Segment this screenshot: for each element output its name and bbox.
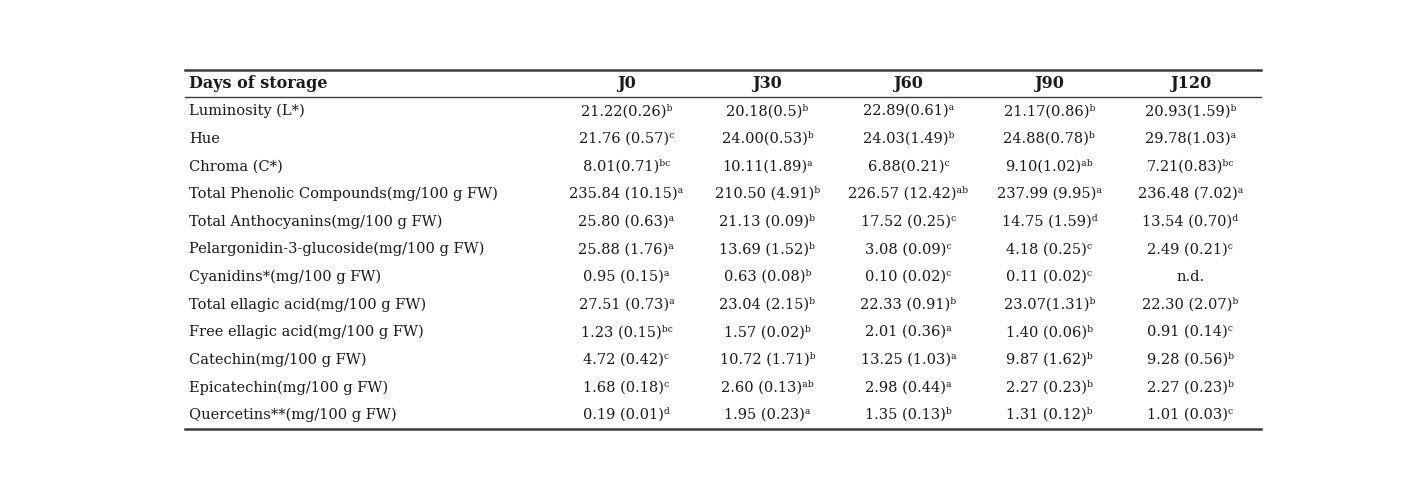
Text: J0: J0 — [618, 75, 636, 92]
Text: 22.30 (2.07)ᵇ: 22.30 (2.07)ᵇ — [1142, 297, 1238, 312]
Text: n.d.: n.d. — [1176, 270, 1204, 284]
Text: 235.84 (10.15)ᵃ: 235.84 (10.15)ᵃ — [570, 187, 684, 201]
Text: 21.13 (0.09)ᵇ: 21.13 (0.09)ᵇ — [719, 214, 816, 229]
Text: 13.69 (1.52)ᵇ: 13.69 (1.52)ᵇ — [719, 242, 815, 256]
Text: J30: J30 — [753, 75, 782, 92]
Text: Chroma (C*): Chroma (C*) — [189, 159, 283, 174]
Text: Total Phenolic Compounds(mg/100 g FW): Total Phenolic Compounds(mg/100 g FW) — [189, 187, 498, 201]
Text: Days of storage: Days of storage — [189, 75, 328, 92]
Text: 0.91 (0.14)ᶜ: 0.91 (0.14)ᶜ — [1148, 325, 1234, 339]
Text: 0.11 (0.02)ᶜ: 0.11 (0.02)ᶜ — [1006, 270, 1092, 284]
Text: 27.51 (0.73)ᵃ: 27.51 (0.73)ᵃ — [578, 297, 674, 312]
Text: Catechin(mg/100 g FW): Catechin(mg/100 g FW) — [189, 352, 366, 367]
Text: 236.48 (7.02)ᵃ: 236.48 (7.02)ᵃ — [1138, 187, 1242, 201]
Text: 29.78(1.03)ᵃ: 29.78(1.03)ᵃ — [1145, 132, 1235, 146]
Text: 1.40 (0.06)ᵇ: 1.40 (0.06)ᵇ — [1006, 325, 1093, 339]
Text: 9.10(1.02)ᵃᵇ: 9.10(1.02)ᵃᵇ — [1006, 159, 1093, 174]
Text: 17.52 (0.25)ᶜ: 17.52 (0.25)ᶜ — [861, 214, 955, 228]
Text: 25.88 (1.76)ᵃ: 25.88 (1.76)ᵃ — [578, 242, 674, 256]
Text: 6.88(0.21)ᶜ: 6.88(0.21)ᶜ — [868, 159, 950, 174]
Text: 2.49 (0.21)ᶜ: 2.49 (0.21)ᶜ — [1148, 242, 1234, 256]
Text: 20.93(1.59)ᵇ: 20.93(1.59)ᵇ — [1145, 104, 1235, 118]
Text: Total ellagic acid(mg/100 g FW): Total ellagic acid(mg/100 g FW) — [189, 297, 426, 312]
Text: 0.10 (0.02)ᶜ: 0.10 (0.02)ᶜ — [865, 270, 951, 284]
Text: Quercetins**(mg/100 g FW): Quercetins**(mg/100 g FW) — [189, 408, 397, 422]
Text: 226.57 (12.42)ᵃᵇ: 226.57 (12.42)ᵃᵇ — [848, 187, 968, 201]
Text: 10.72 (1.71)ᵇ: 10.72 (1.71)ᵇ — [719, 352, 815, 367]
Text: 2.98 (0.44)ᵃ: 2.98 (0.44)ᵃ — [865, 381, 951, 394]
Text: 22.89(0.61)ᵃ: 22.89(0.61)ᵃ — [862, 104, 954, 118]
Text: 2.60 (0.13)ᵃᵇ: 2.60 (0.13)ᵃᵇ — [720, 380, 813, 395]
Text: 210.50 (4.91)ᵇ: 210.50 (4.91)ᵇ — [715, 187, 820, 201]
Text: 1.35 (0.13)ᵇ: 1.35 (0.13)ᵇ — [865, 408, 951, 422]
Text: 24.03(1.49)ᵇ: 24.03(1.49)ᵇ — [862, 131, 954, 146]
Text: 21.17(0.86)ᵇ: 21.17(0.86)ᵇ — [1003, 104, 1095, 118]
Text: Epicatechin(mg/100 g FW): Epicatechin(mg/100 g FW) — [189, 380, 388, 395]
Text: 24.00(0.53)ᵇ: 24.00(0.53)ᵇ — [722, 131, 813, 146]
Text: 1.31 (0.12)ᵇ: 1.31 (0.12)ᵇ — [1006, 408, 1093, 422]
Text: 13.25 (1.03)ᵃ: 13.25 (1.03)ᵃ — [861, 353, 957, 367]
Text: Cyanidins*(mg/100 g FW): Cyanidins*(mg/100 g FW) — [189, 270, 381, 284]
Text: 24.88(0.78)ᵇ: 24.88(0.78)ᵇ — [1003, 131, 1095, 146]
Text: J60: J60 — [893, 75, 923, 92]
Text: 0.19 (0.01)ᵈ: 0.19 (0.01)ᵈ — [582, 408, 670, 422]
Text: 7.21(0.83)ᵇᶜ: 7.21(0.83)ᵇᶜ — [1147, 159, 1234, 174]
Text: 1.23 (0.15)ᵇᶜ: 1.23 (0.15)ᵇᶜ — [581, 325, 673, 339]
Text: 8.01(0.71)ᵇᶜ: 8.01(0.71)ᵇᶜ — [582, 159, 670, 174]
Text: 3.08 (0.09)ᶜ: 3.08 (0.09)ᶜ — [865, 242, 951, 256]
Text: Free ellagic acid(mg/100 g FW): Free ellagic acid(mg/100 g FW) — [189, 325, 424, 339]
Text: 1.95 (0.23)ᵃ: 1.95 (0.23)ᵃ — [725, 408, 810, 422]
Text: 25.80 (0.63)ᵃ: 25.80 (0.63)ᵃ — [578, 214, 674, 228]
Text: 13.54 (0.70)ᵈ: 13.54 (0.70)ᵈ — [1142, 214, 1238, 229]
Text: J120: J120 — [1169, 75, 1211, 92]
Text: 1.68 (0.18)ᶜ: 1.68 (0.18)ᶜ — [584, 381, 670, 394]
Text: 237.99 (9.95)ᵃ: 237.99 (9.95)ᵃ — [998, 187, 1102, 201]
Text: 0.63 (0.08)ᵇ: 0.63 (0.08)ᵇ — [723, 270, 810, 284]
Text: Luminosity (L*): Luminosity (L*) — [189, 104, 305, 118]
Text: 9.87 (1.62)ᵇ: 9.87 (1.62)ᵇ — [1006, 352, 1093, 367]
Text: Pelargonidin-3-glucoside(mg/100 g FW): Pelargonidin-3-glucoside(mg/100 g FW) — [189, 242, 484, 257]
Text: J90: J90 — [1034, 75, 1064, 92]
Text: 2.01 (0.36)ᵃ: 2.01 (0.36)ᵃ — [865, 325, 951, 339]
Text: 2.27 (0.23)ᵇ: 2.27 (0.23)ᵇ — [1147, 380, 1234, 395]
Text: 10.11(1.89)ᵃ: 10.11(1.89)ᵃ — [722, 159, 813, 174]
Text: 4.72 (0.42)ᶜ: 4.72 (0.42)ᶜ — [584, 353, 670, 367]
Text: 4.18 (0.25)ᶜ: 4.18 (0.25)ᶜ — [1006, 242, 1092, 256]
Text: 14.75 (1.59)ᵈ: 14.75 (1.59)ᵈ — [1002, 214, 1097, 229]
Text: 23.07(1.31)ᵇ: 23.07(1.31)ᵇ — [1003, 297, 1095, 312]
Text: 21.22(0.26)ᵇ: 21.22(0.26)ᵇ — [581, 104, 673, 118]
Text: 1.01 (0.03)ᶜ: 1.01 (0.03)ᶜ — [1147, 408, 1234, 422]
Text: 2.27 (0.23)ᵇ: 2.27 (0.23)ᵇ — [1006, 380, 1093, 395]
Text: 22.33 (0.91)ᵇ: 22.33 (0.91)ᵇ — [860, 297, 957, 312]
Text: 1.57 (0.02)ᵇ: 1.57 (0.02)ᵇ — [725, 325, 810, 339]
Text: 0.95 (0.15)ᵃ: 0.95 (0.15)ᵃ — [582, 270, 670, 284]
Text: 21.76 (0.57)ᶜ: 21.76 (0.57)ᶜ — [578, 132, 674, 146]
Text: 9.28 (0.56)ᵇ: 9.28 (0.56)ᵇ — [1147, 352, 1234, 367]
Text: Total Anthocyanins(mg/100 g FW): Total Anthocyanins(mg/100 g FW) — [189, 214, 442, 229]
Text: 20.18(0.5)ᵇ: 20.18(0.5)ᵇ — [726, 104, 809, 118]
Text: Hue: Hue — [189, 132, 219, 146]
Text: 23.04 (2.15)ᵇ: 23.04 (2.15)ᵇ — [719, 297, 816, 312]
